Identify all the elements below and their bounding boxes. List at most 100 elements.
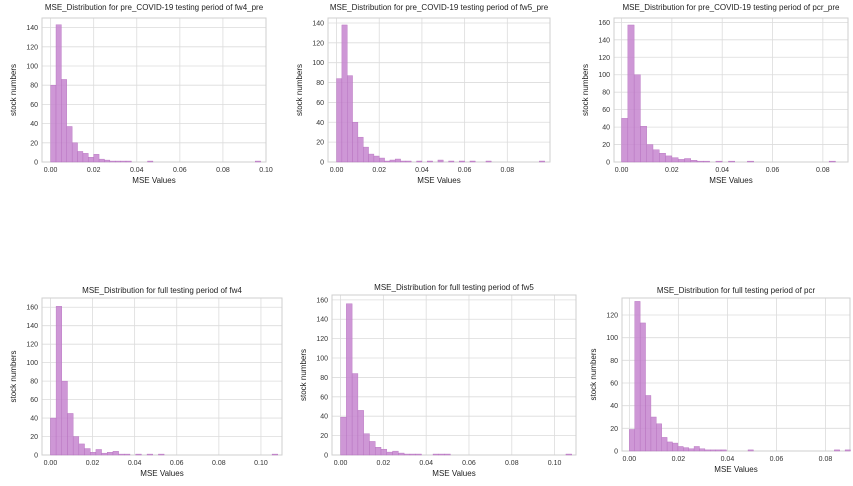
- y-tick-label: 160: [598, 20, 610, 27]
- histogram-bar: [379, 157, 385, 163]
- chart-title: MSE_Distribution for pre_COVID-19 testin…: [623, 3, 841, 12]
- histogram-bar: [834, 449, 840, 452]
- histogram-bar: [109, 160, 116, 163]
- histogram-fw4-pre: 0 20 40 60 80 100 120 140 0.00 0.02 0.04 0.06 0.08 0.…: [0, 0, 284, 190]
- y-tick-label: 60: [610, 381, 618, 388]
- histogram-bar: [351, 373, 359, 456]
- histogram-bar: [95, 449, 102, 456]
- y-tick-label: 60: [316, 100, 324, 107]
- x-tick-label: 0.10: [259, 167, 273, 174]
- histogram-bar: [640, 126, 647, 163]
- x-tick-label: 0.02: [665, 167, 679, 174]
- y-axis-label: stock numbers: [295, 64, 304, 116]
- histogram-bar: [78, 443, 85, 456]
- histogram-bar: [400, 160, 407, 163]
- y-tick-label: 80: [602, 90, 610, 97]
- histogram-bar: [380, 448, 387, 456]
- histogram-bar: [389, 159, 396, 163]
- y-tick-label: 20: [610, 426, 618, 433]
- y-tick-label: 160: [26, 305, 38, 312]
- histogram-bar: [61, 380, 68, 456]
- histogram-bar: [459, 160, 465, 163]
- x-tick-label: 0.06: [458, 167, 472, 174]
- y-tick-label: 40: [30, 416, 38, 423]
- histogram-bar: [66, 126, 73, 163]
- chart-title: MSE_Distribution for full testing period…: [82, 286, 242, 295]
- y-tick-label: 20: [30, 434, 38, 441]
- histogram-bar: [677, 159, 685, 163]
- y-tick-label: 40: [30, 121, 38, 128]
- y-tick-label: 100: [26, 360, 38, 367]
- y-tick-label: 60: [320, 394, 328, 401]
- x-tick-label: 0.10: [548, 460, 562, 467]
- histogram-bar: [427, 160, 433, 163]
- x-tick-label: 0.00: [623, 456, 637, 463]
- histogram-bar: [650, 416, 657, 452]
- y-tick-label: 0: [324, 453, 328, 460]
- histogram-bar: [82, 153, 89, 163]
- histogram-fw5-pre: 0 20 40 60 80 100 120 140 0.00 0.02 0.04 0.06 0.08 MS…: [290, 0, 560, 190]
- y-tick-label: 20: [320, 433, 328, 440]
- histogram-bar: [415, 453, 422, 456]
- x-tick-label: 0.00: [44, 167, 58, 174]
- histogram-bar: [633, 74, 641, 163]
- histogram-bar: [656, 423, 662, 452]
- chart-title: MSE_Distribution for pre_COVID-19 testin…: [45, 3, 264, 12]
- histogram-bar: [55, 306, 62, 456]
- y-tick-label: 140: [26, 25, 38, 32]
- histogram-bar: [728, 160, 735, 163]
- histogram-bar: [416, 160, 423, 163]
- histogram-bar: [485, 160, 492, 163]
- chart-svg-fw5-pre: 0 20 40 60 80 100 120 140 0.00 0.02 0.04 0.06 0.08 MS…: [295, 3, 551, 185]
- histogram-bar: [384, 160, 391, 163]
- y-tick-label: 120: [316, 336, 328, 343]
- chart-svg-fw4-pre: 0 20 40 60 80 100 120 140 0.00 0.02 0.04 0.06 0.08 0.…: [9, 3, 273, 185]
- chart-svg-pcr-full: 0 20 40 60 80 100 120 0.00 0.02 0.04 0.06 0.08 MSE_D…: [589, 286, 851, 474]
- y-tick-label: 140: [312, 20, 324, 27]
- histogram-bar: [671, 157, 679, 163]
- y-tick-label: 80: [30, 83, 38, 90]
- histogram-bar: [398, 452, 405, 456]
- histogram-bar: [147, 160, 154, 163]
- histogram-bar: [666, 441, 673, 452]
- x-axis-label: MSE Values: [132, 176, 175, 185]
- chart-title: MSE_Distribution for full testing period…: [374, 283, 534, 292]
- y-tick-label: 100: [606, 335, 618, 342]
- y-tick-label: 40: [602, 125, 610, 132]
- histogram-bar: [115, 160, 121, 163]
- chart-svg-pcr-pre: 0 20 40 60 80 100 120 140 160 0.00 0.02 0.04 0.06 0.0…: [581, 3, 849, 185]
- histogram-bar: [357, 410, 364, 456]
- histogram-bar: [67, 413, 74, 456]
- histogram-bar: [621, 118, 629, 163]
- histogram-bar: [120, 160, 127, 163]
- histogram-bar: [627, 24, 635, 163]
- histogram-bar: [661, 437, 668, 452]
- chart-svg-fw4-full: 0 20 40 60 80 100 120 140 160 0.00 0.02 0.04 0.06 0.0…: [9, 286, 283, 478]
- x-tick-label: 0.08: [505, 460, 519, 467]
- histogram-bar: [84, 448, 91, 456]
- histogram-bar: [844, 449, 851, 452]
- histogram-bar: [629, 429, 635, 452]
- histogram-bar: [363, 433, 370, 456]
- y-axis-label: stock numbers: [299, 349, 308, 401]
- y-tick-label: 20: [602, 142, 610, 149]
- plot-frame: [41, 17, 267, 163]
- x-tick-label: 0.02: [87, 167, 101, 174]
- y-tick-label: 80: [610, 358, 618, 365]
- x-tick-label: 0.08: [212, 460, 226, 467]
- y-tick-label: 0: [606, 160, 610, 167]
- x-axis-label: MSE Values: [140, 469, 183, 478]
- x-axis-label: MSE Values: [714, 465, 757, 474]
- y-tick-label: 120: [598, 55, 610, 62]
- y-tick-label: 80: [316, 80, 324, 87]
- y-tick-label: 100: [316, 356, 328, 363]
- histogram-bar: [703, 160, 710, 163]
- histogram-bar: [405, 160, 412, 163]
- histogram-bar: [639, 322, 646, 452]
- histogram-bar: [403, 453, 411, 456]
- plot-frame: [331, 294, 577, 456]
- histogram-bar: [357, 136, 364, 163]
- histogram-bar: [438, 453, 445, 456]
- x-tick-label: 0.00: [330, 167, 344, 174]
- histogram-bar: [93, 154, 100, 163]
